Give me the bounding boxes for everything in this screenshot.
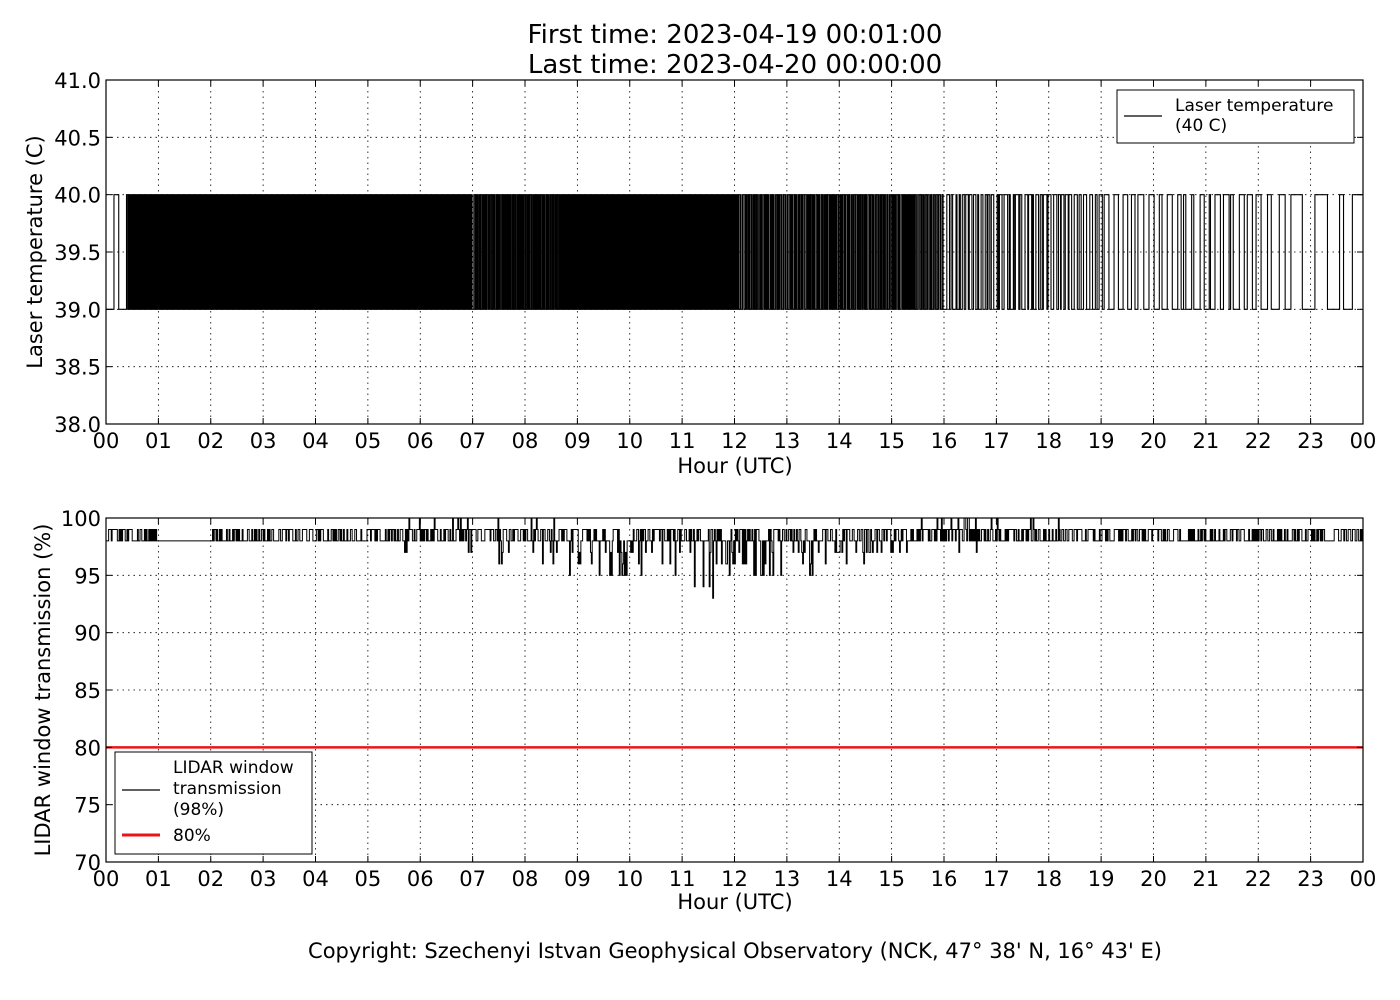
x-tick-label: 20 bbox=[1140, 429, 1167, 453]
x-tick-label: 02 bbox=[197, 867, 224, 891]
x-tick-label: 04 bbox=[302, 867, 329, 891]
x-tick-label: 22 bbox=[1245, 867, 1272, 891]
y-tick-label: 100 bbox=[61, 507, 101, 531]
laser-temperature-y-label: Laser temperature (C) bbox=[23, 135, 47, 368]
x-tick-label: 14 bbox=[826, 867, 853, 891]
x-tick-label: 13 bbox=[774, 867, 801, 891]
laser-temperature-x-ticks: 00 01 02 03 04 05 06 07 08 09 10 11 12 13 14 15 16 17 18 19… bbox=[93, 80, 1377, 453]
x-tick-label: 12 bbox=[721, 867, 748, 891]
y-tick-label: 40.0 bbox=[54, 184, 101, 208]
y-tick-label: 41.0 bbox=[54, 69, 101, 93]
y-tick-label: 40.5 bbox=[54, 126, 101, 150]
y-tick-label: 38.5 bbox=[54, 356, 101, 380]
x-tick-label: 01 bbox=[145, 867, 172, 891]
laser-temperature-y-ticks: 38.0 38.5 39.0 39.5 40.0 40.5 41.0 bbox=[54, 69, 1363, 437]
y-tick-label: 90 bbox=[74, 622, 101, 646]
y-tick-label: 75 bbox=[74, 794, 101, 818]
x-tick-label: 21 bbox=[1193, 867, 1220, 891]
lidar-transmission-x-ticks: 00 01 02 03 04 05 06 07 08 09 10 11 12 13 14 15 16 17 18 19… bbox=[93, 518, 1377, 891]
laser-temperature-x-label: Hour (UTC) bbox=[677, 454, 792, 478]
lidar-transmission-y-label: LIDAR window transmission (%) bbox=[31, 524, 55, 857]
x-tick-label: 09 bbox=[564, 429, 591, 453]
x-tick-label: 22 bbox=[1245, 429, 1272, 453]
x-tick-label: 18 bbox=[1035, 429, 1062, 453]
x-tick-label: 19 bbox=[1088, 429, 1115, 453]
lidar-transmission-x-label: Hour (UTC) bbox=[677, 890, 792, 914]
x-tick-label: 21 bbox=[1193, 429, 1220, 453]
x-tick-label: 23 bbox=[1297, 867, 1324, 891]
x-tick-label: 09 bbox=[564, 867, 591, 891]
x-tick-label: 18 bbox=[1035, 867, 1062, 891]
y-tick-label: 39.5 bbox=[54, 241, 101, 265]
y-tick-label: 70 bbox=[74, 851, 101, 875]
x-tick-label: 00 bbox=[93, 429, 120, 453]
x-tick-label: 11 bbox=[669, 429, 696, 453]
legend-box bbox=[114, 751, 313, 855]
legend-label-laser-temperature: Laser temperature (40 C) bbox=[1175, 96, 1339, 136]
chart-title-line1: First time: 2023-04-19 00:01:00 bbox=[528, 20, 943, 50]
laser-temperature-plot: 00 01 02 03 04 05 06 07 08 09 10 11 12 13 14 15 16 17 18 19… bbox=[23, 69, 1376, 478]
x-tick-label: 15 bbox=[878, 867, 905, 891]
x-tick-label: 20 bbox=[1140, 867, 1167, 891]
x-tick-label: 06 bbox=[407, 867, 434, 891]
x-tick-label: 01 bbox=[145, 429, 172, 453]
x-tick-label: 02 bbox=[197, 429, 224, 453]
legend-label-lidar-window: LIDAR window transmission (98%) bbox=[173, 758, 299, 820]
x-tick-label: 00 bbox=[1350, 867, 1377, 891]
laser-temperature-series bbox=[106, 194, 1363, 310]
x-tick-label: 10 bbox=[616, 429, 643, 453]
y-tick-label: 95 bbox=[74, 564, 101, 588]
y-tick-label: 80 bbox=[74, 736, 101, 760]
x-tick-label: 00 bbox=[93, 867, 120, 891]
x-tick-label: 04 bbox=[302, 429, 329, 453]
lidar-transmission-plot: 00 01 02 03 04 05 06 07 08 09 10 11 12 13 14 15 16 17 18 19… bbox=[31, 507, 1376, 914]
x-tick-label: 15 bbox=[878, 429, 905, 453]
laser-temperature-legend: Laser temperature (40 C) bbox=[1116, 89, 1355, 144]
y-tick-label: 39.0 bbox=[54, 298, 101, 322]
x-tick-label: 08 bbox=[512, 867, 539, 891]
x-tick-label: 16 bbox=[931, 429, 958, 453]
x-tick-label: 06 bbox=[407, 429, 434, 453]
x-tick-label: 07 bbox=[459, 429, 486, 453]
lidar-transmission-line bbox=[106, 517, 1364, 599]
laser-temperature-line bbox=[106, 194, 1363, 310]
copyright-footer: Copyright: Szechenyi Istvan Geophysical … bbox=[308, 939, 1162, 963]
x-tick-label: 16 bbox=[931, 867, 958, 891]
lidar-transmission-y-ticks: 70 75 80 85 90 95 100 bbox=[61, 507, 1363, 875]
x-tick-label: 13 bbox=[774, 429, 801, 453]
x-tick-label: 03 bbox=[250, 429, 277, 453]
x-tick-label: 19 bbox=[1088, 867, 1115, 891]
lidar-transmission-series bbox=[106, 517, 1364, 749]
chart-title-line2: Last time: 2023-04-20 00:00:00 bbox=[528, 50, 942, 80]
lidar-transmission-legend: LIDAR window transmission (98%) 80% bbox=[114, 751, 313, 855]
x-tick-label: 03 bbox=[250, 867, 277, 891]
x-tick-label: 23 bbox=[1297, 429, 1324, 453]
x-tick-label: 17 bbox=[983, 429, 1010, 453]
x-tick-label: 10 bbox=[616, 867, 643, 891]
x-tick-label: 00 bbox=[1350, 429, 1377, 453]
x-tick-label: 17 bbox=[983, 867, 1010, 891]
legend-label-80-percent: 80% bbox=[173, 826, 211, 846]
x-tick-label: 08 bbox=[512, 429, 539, 453]
x-tick-label: 05 bbox=[355, 429, 382, 453]
y-tick-label: 85 bbox=[74, 679, 101, 703]
x-tick-label: 12 bbox=[721, 429, 748, 453]
x-tick-label: 11 bbox=[669, 867, 696, 891]
x-tick-label: 07 bbox=[459, 867, 486, 891]
x-tick-label: 14 bbox=[826, 429, 853, 453]
x-tick-label: 05 bbox=[355, 867, 382, 891]
y-tick-label: 38.0 bbox=[54, 413, 101, 437]
